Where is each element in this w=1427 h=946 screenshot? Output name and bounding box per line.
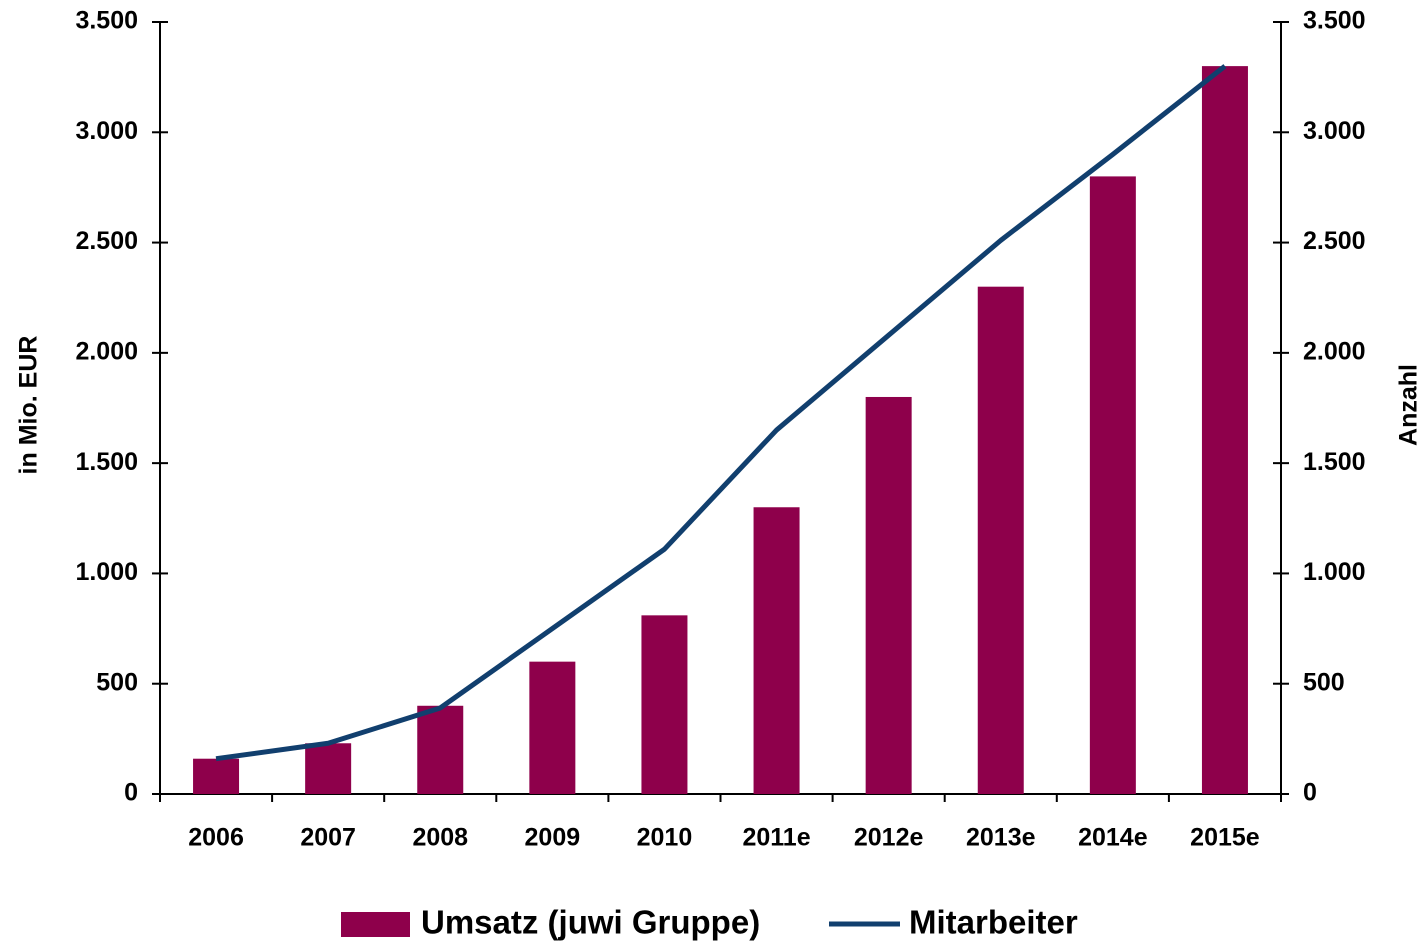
bar [1089, 176, 1136, 794]
y2-tick-label: 3.500 [1303, 7, 1366, 35]
bar [1201, 66, 1248, 795]
x-tick-label: 2011e [742, 824, 810, 852]
y2-tick-label: 0 [1303, 779, 1317, 807]
bar [977, 286, 1024, 794]
y-tick-label: 3.500 [75, 7, 138, 35]
y-tick-label: 1.500 [75, 448, 138, 476]
y2-tick-label: 500 [1303, 668, 1345, 696]
y2-tick-label: 1.500 [1303, 448, 1366, 476]
x-tick-label: 2010 [637, 824, 693, 852]
y2-tick-label: 2.500 [1303, 227, 1366, 255]
y2-axis-title: Anzahl [1395, 364, 1423, 446]
y2-tick-label: 2.000 [1303, 337, 1366, 365]
bar [865, 396, 912, 794]
y-axis-title: in Mio. EUR [15, 336, 43, 475]
x-tick-label: 2015e [1190, 824, 1260, 852]
legend-label: Mitarbeiter [909, 904, 1078, 941]
x-tick-label: 2008 [412, 824, 468, 852]
x-tick-label: 2012e [854, 824, 924, 852]
x-tick-label: 2014e [1078, 824, 1148, 852]
y-tick-label: 2.500 [75, 227, 138, 255]
y-tick-label: 1.000 [75, 558, 138, 586]
bar [193, 758, 240, 794]
y-tick-label: 0 [124, 779, 138, 807]
bar [529, 661, 576, 794]
x-tick-label: 2013e [966, 824, 1036, 852]
y2-tick-label: 3.000 [1303, 117, 1366, 145]
y-tick-label: 2.000 [75, 337, 138, 365]
y2-tick-label: 1.000 [1303, 558, 1366, 586]
y-tick-label: 500 [96, 668, 138, 696]
x-tick-label: 2006 [188, 824, 244, 852]
x-tick-label: 2009 [525, 824, 581, 852]
bar [305, 743, 352, 794]
bar [641, 615, 688, 794]
x-tick-label: 2007 [300, 824, 356, 852]
y-tick-label: 3.000 [75, 117, 138, 145]
line [215, 64, 1227, 762]
legend-label: Umsatz (juwi Gruppe) [421, 904, 760, 941]
bar [417, 705, 464, 794]
bar [753, 507, 800, 794]
legend-swatch [341, 912, 410, 937]
